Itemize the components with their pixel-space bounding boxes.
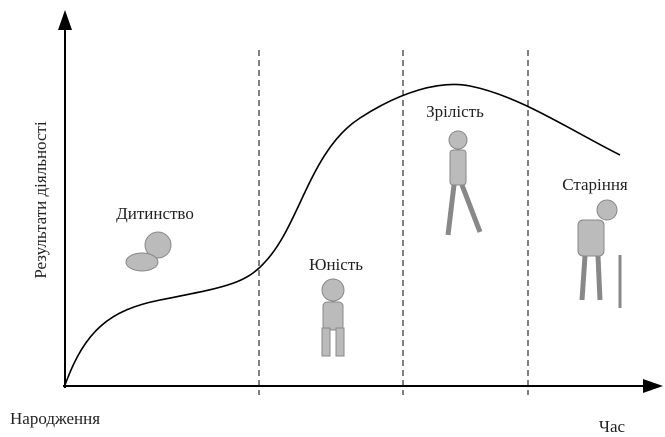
stage-label: Дитинство: [116, 204, 194, 223]
x-arrow: [643, 379, 663, 393]
time-label: Час: [599, 417, 626, 436]
y-arrow: [58, 10, 72, 30]
boy-figure: [322, 279, 344, 356]
adult-figure: [448, 131, 480, 235]
stage-label: Юність: [309, 255, 363, 274]
start-label: Народження: [10, 409, 100, 428]
elder-figure: [578, 200, 620, 308]
diagram: Результати діяльності Народження Час Дит…: [0, 0, 665, 437]
y-axis-label: Результати діяльності: [31, 121, 50, 279]
baby-figure: [126, 232, 171, 271]
stage-label: Зрілість: [426, 102, 484, 121]
stage-label: Старіння: [562, 175, 628, 194]
